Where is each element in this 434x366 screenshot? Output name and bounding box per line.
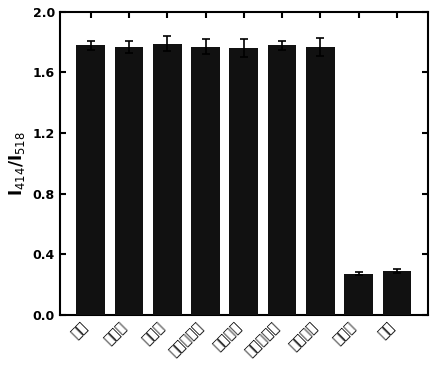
Bar bbox=[115, 47, 143, 315]
Bar bbox=[382, 271, 411, 315]
Y-axis label: I$_{414}$/I$_{518}$: I$_{414}$/I$_{518}$ bbox=[7, 131, 27, 196]
Bar bbox=[306, 47, 334, 315]
Bar bbox=[191, 47, 220, 315]
Bar bbox=[76, 45, 105, 315]
Bar bbox=[229, 48, 258, 315]
Bar bbox=[267, 45, 296, 315]
Bar bbox=[153, 44, 181, 315]
Bar bbox=[344, 274, 372, 315]
